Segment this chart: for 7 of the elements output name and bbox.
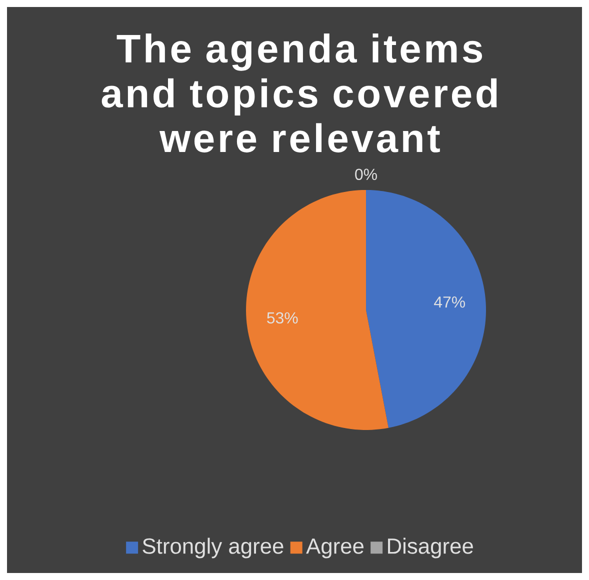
legend-label: Disagree <box>388 538 473 558</box>
data-label: 53% <box>267 312 298 324</box>
legend-label: Strongly agree <box>142 538 284 558</box>
data-label: 47% <box>434 296 466 308</box>
legend-label: Agree <box>306 538 364 558</box>
text: 0% <box>355 168 377 180</box>
chart-title: The agenda items and topics covered were relevant <box>102 34 497 152</box>
